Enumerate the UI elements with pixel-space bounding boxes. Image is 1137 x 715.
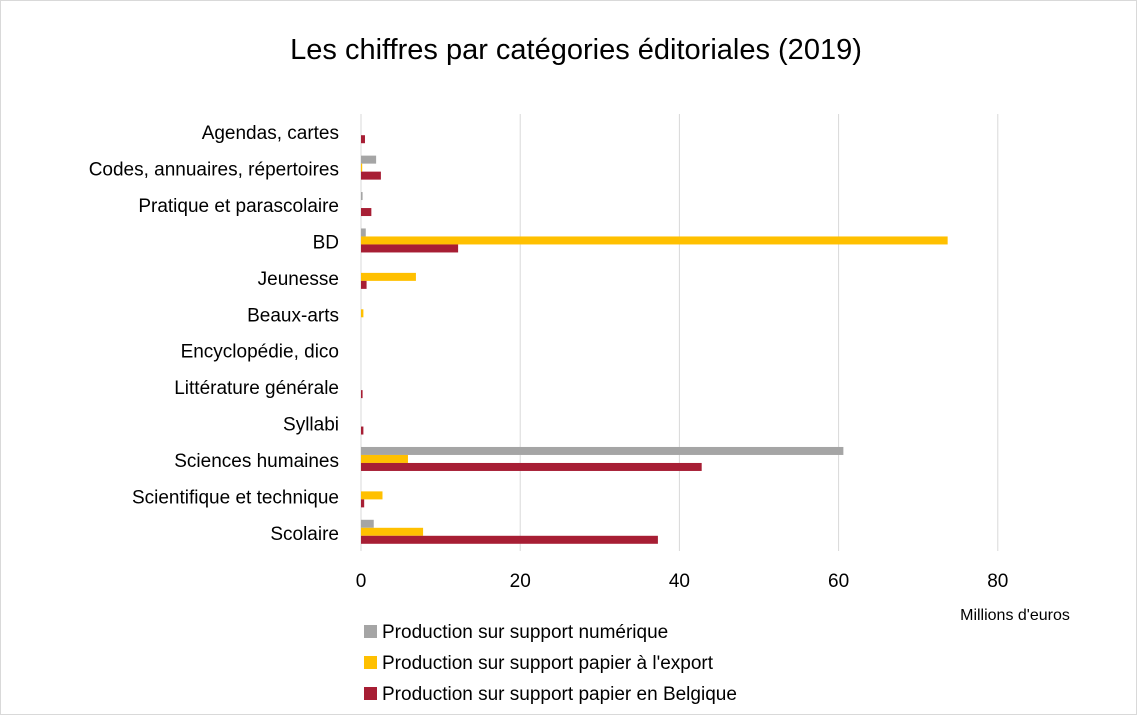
- category-label: Jeunesse: [258, 269, 339, 290]
- category-label: Sciences humaines: [174, 451, 339, 472]
- bar-series-3: [361, 280, 367, 289]
- legend: Production sur support numérique Producti…: [364, 622, 737, 705]
- category-label: Agendas, cartes: [202, 123, 339, 144]
- legend-label: Production sur support papier en Belgiqu…: [382, 684, 737, 705]
- bar-series-3: [361, 135, 365, 144]
- category-label: Pratique et parascolaire: [138, 196, 339, 217]
- x-tick-label: 40: [669, 571, 690, 592]
- x-tick-label: 60: [828, 571, 849, 592]
- x-axis-label: Millions d'euros: [960, 607, 1070, 624]
- x-tick-label: 0: [356, 571, 367, 592]
- legend-label: Production sur support numérique: [382, 622, 668, 643]
- bar-series-2: [361, 454, 408, 463]
- bar-series-3: [361, 171, 381, 180]
- bar-series-2: [361, 272, 416, 281]
- bar-series-3: [361, 535, 658, 544]
- legend-label: Production sur support papier à l'export: [382, 653, 714, 674]
- gridlines: [360, 114, 999, 551]
- x-tick-labels: 0 20 40 60 80: [356, 571, 1009, 592]
- bar-series-2: [361, 491, 383, 500]
- bar-series-1: [361, 192, 363, 201]
- x-tick-label: 20: [510, 571, 531, 592]
- category-label: Syllabi: [283, 415, 339, 436]
- category-label: Scientifique et technique: [132, 487, 339, 508]
- bar-series-3: [361, 244, 459, 253]
- bar-series-3: [361, 462, 702, 471]
- category-label: Littérature générale: [174, 378, 339, 399]
- legend-swatch: [364, 625, 377, 638]
- bar-series-3: [361, 426, 364, 435]
- bar-series-1: [361, 228, 366, 237]
- category-label: Encyclopédie, dico: [181, 342, 339, 363]
- category-label: BD: [313, 232, 339, 253]
- bar-series-3: [361, 208, 372, 217]
- bar-series-2: [361, 527, 424, 536]
- bar-series-3: [361, 499, 365, 508]
- bar-series-3: [361, 390, 363, 399]
- category-label: Beaux-arts: [247, 305, 339, 326]
- chart-title: Les chiffres par catégories éditoriales …: [290, 34, 862, 66]
- category-labels: Agendas, cartes Codes, annuaires, réperto…: [89, 123, 339, 545]
- bars: [361, 135, 948, 544]
- bar-series-2: [361, 163, 363, 172]
- category-label: Scolaire: [270, 524, 339, 545]
- legend-swatch: [364, 687, 377, 700]
- bar-series-1: [361, 519, 374, 528]
- bar-series-2: [361, 309, 364, 318]
- bar-series-2: [361, 236, 948, 245]
- legend-swatch: [364, 656, 377, 669]
- x-tick-label: 80: [987, 571, 1008, 592]
- bar-series-1: [361, 446, 844, 455]
- bar-series-1: [361, 155, 377, 164]
- category-label: Codes, annuaires, répertoires: [89, 160, 339, 181]
